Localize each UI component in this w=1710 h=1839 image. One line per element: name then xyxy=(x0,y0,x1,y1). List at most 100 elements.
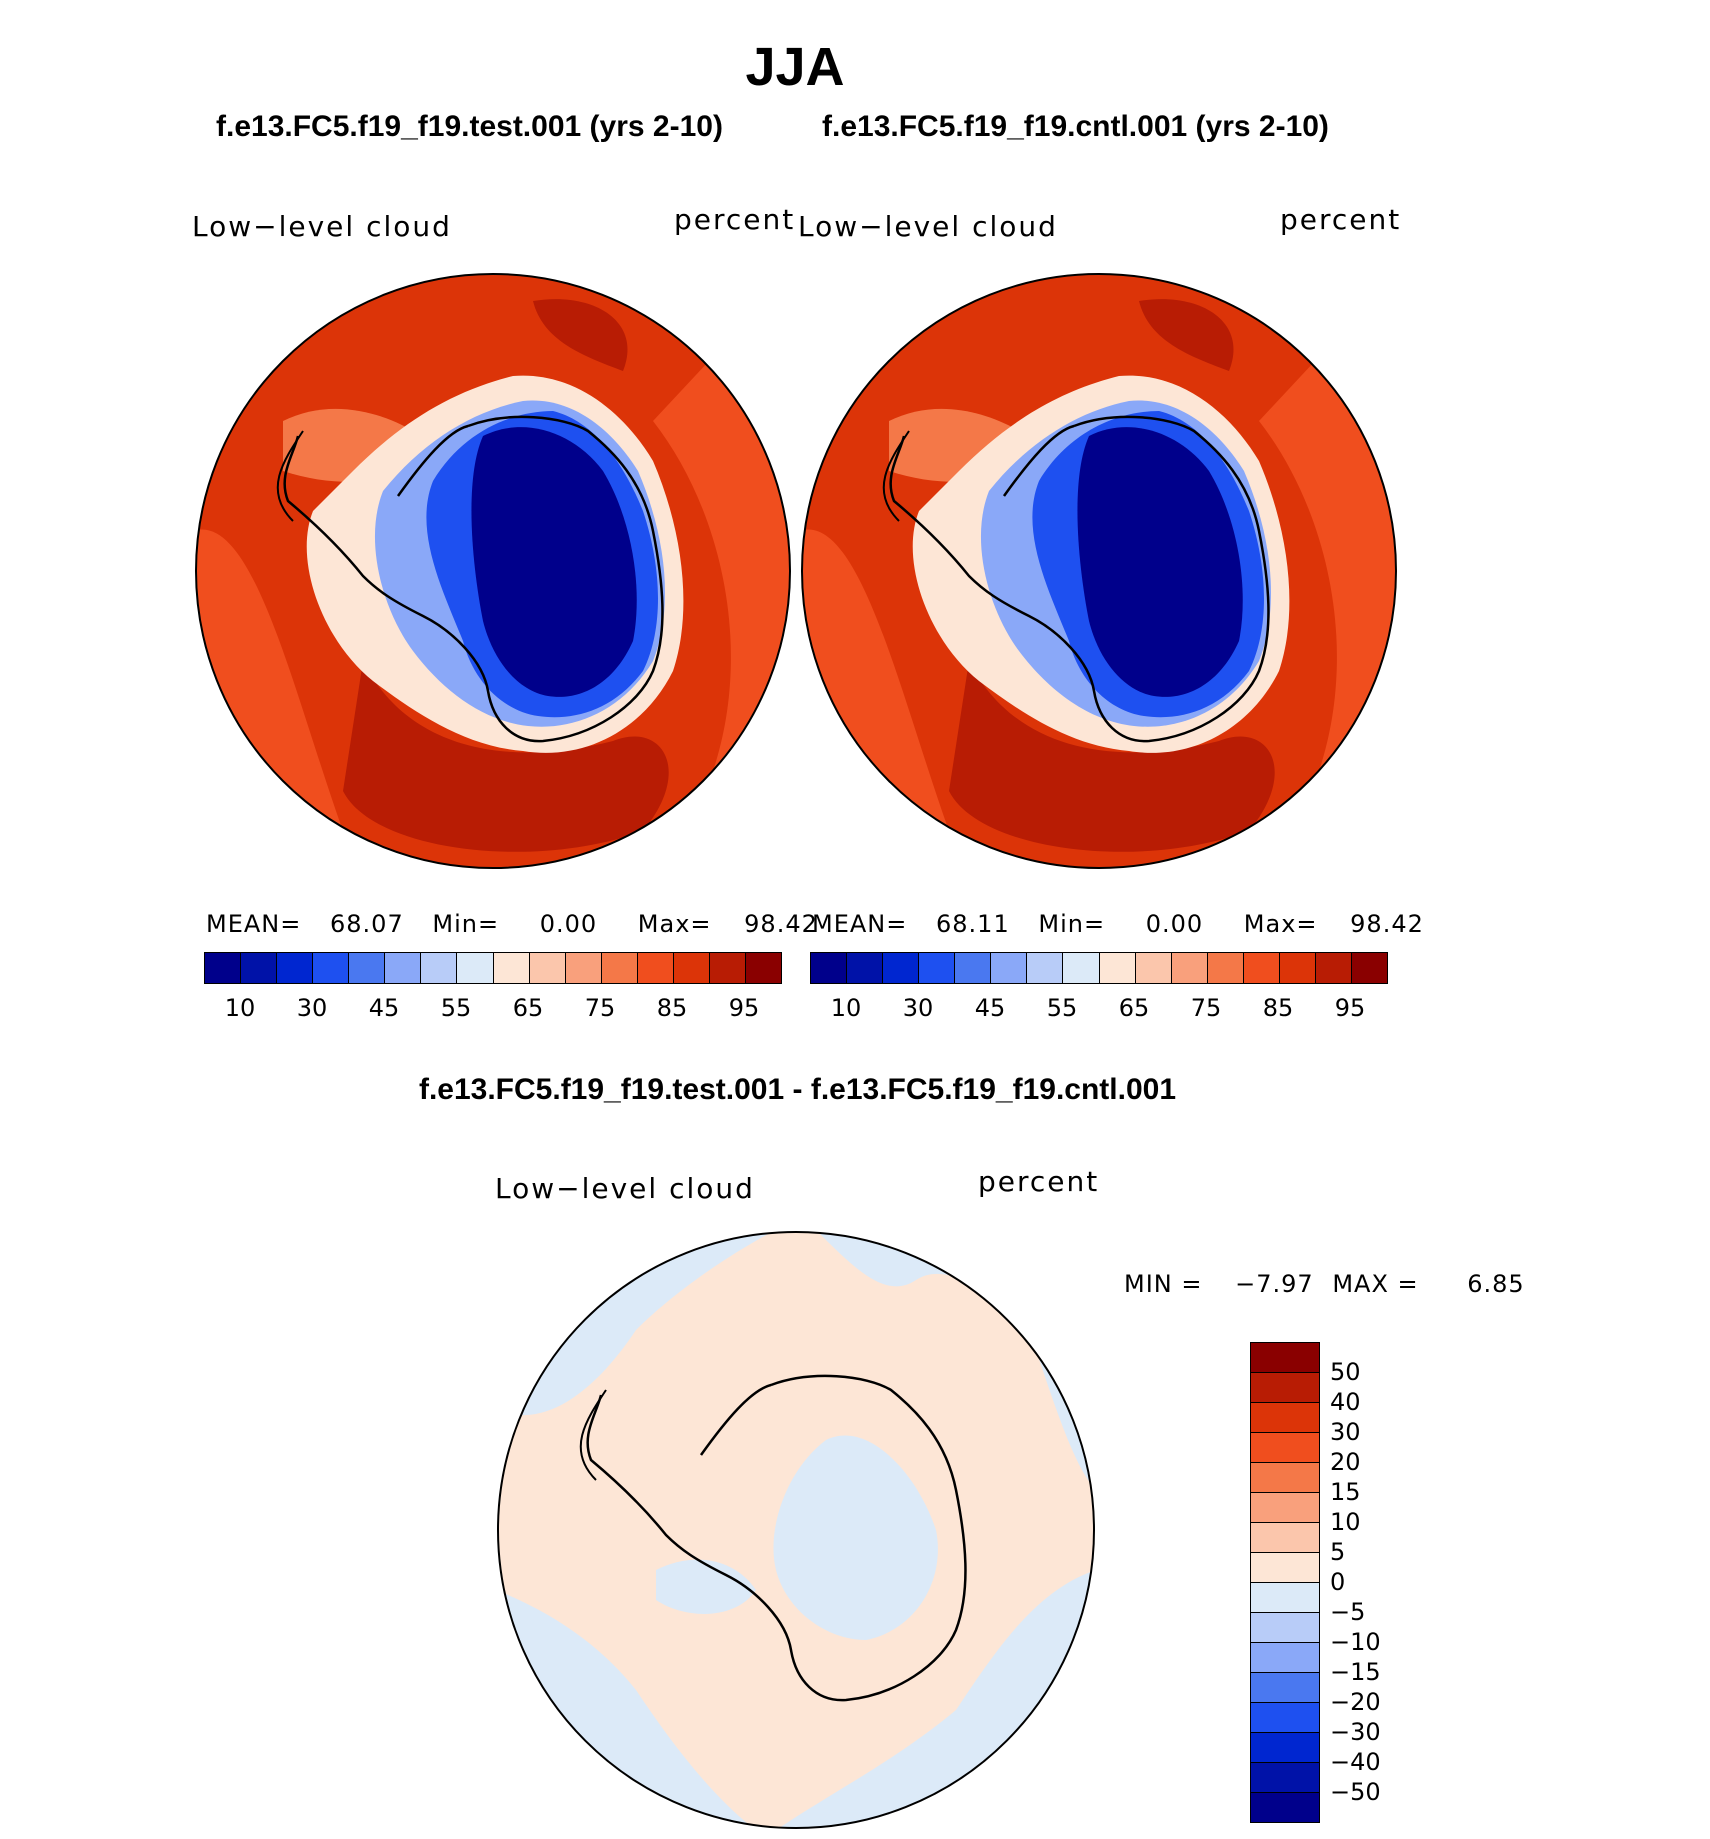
panel2-map-border xyxy=(801,273,1397,869)
colorbar-swatch xyxy=(1251,1343,1319,1373)
colorbar-swatch xyxy=(1171,953,1208,983)
diff-map-border xyxy=(497,1231,1095,1829)
colorbar-swatch xyxy=(1063,953,1100,983)
colorbar-tick-label: 95 xyxy=(1334,994,1366,1022)
colorbar-swatch xyxy=(637,953,674,983)
colorbar-swatch xyxy=(1251,1793,1319,1822)
colorbar-tick-label: 95 xyxy=(728,994,760,1022)
colorbar-tick-label: 15 xyxy=(1330,1478,1361,1506)
colorbar-tick-label: 85 xyxy=(656,994,688,1022)
panel1-map-border xyxy=(195,273,791,869)
colorbar-swatch xyxy=(241,953,278,983)
ocean-dark-band-south xyxy=(343,661,669,852)
colorbar-swatch xyxy=(1251,1493,1319,1523)
colorbar-swatch xyxy=(883,953,920,983)
panel1-mean-label: MEAN= xyxy=(206,910,302,938)
colorbar-tick-label: −40 xyxy=(1330,1748,1381,1776)
colorbar-swatch xyxy=(205,953,242,983)
colorbar-swatch xyxy=(1099,953,1136,983)
diff-negative-interior xyxy=(773,1435,938,1640)
colorbar-swatch xyxy=(1251,1673,1319,1703)
colorbar-swatch xyxy=(919,953,956,983)
colorbar-swatch xyxy=(1027,953,1064,983)
colorbar-tick-label: 55 xyxy=(1046,994,1078,1022)
diff-antarctica-coastline xyxy=(586,1374,967,1702)
colorbar-tick-label: −50 xyxy=(1330,1778,1381,1806)
colorbar-tick-label: 45 xyxy=(368,994,400,1022)
colorbar-tick-label: 50 xyxy=(1330,1358,1361,1386)
panel1-min-label: Min= xyxy=(432,910,500,938)
panel2-mean-label: MEAN= xyxy=(812,910,908,938)
colorbar-tick-label: −30 xyxy=(1330,1718,1381,1746)
panel1-min-value: 0.00 xyxy=(539,910,598,938)
colorbar-swatch xyxy=(385,953,422,983)
colorbar-swatch xyxy=(1251,1763,1319,1793)
colorbar-swatch xyxy=(1251,1733,1319,1763)
panel-title-cntl: f.e13.FC5.f19_f19.cntl.001 (yrs 2-10) xyxy=(822,110,1329,143)
colorbar-tick-label: 55 xyxy=(440,994,472,1022)
colorbar-swatch xyxy=(955,953,992,983)
diff-colorbar xyxy=(1250,1342,1320,1823)
colorbar-swatch xyxy=(991,953,1028,983)
diff-min-label: MIN = xyxy=(1124,1270,1203,1298)
colorbar-swatch xyxy=(565,953,602,983)
ocean-dark-north xyxy=(533,299,628,371)
panel2-mean-value: 68.11 xyxy=(936,910,1010,938)
colorbar-swatch xyxy=(1251,1703,1319,1733)
diff-variable-label: Low−level cloud xyxy=(495,1172,755,1205)
diff-min-value: −7.97 xyxy=(1235,1270,1314,1298)
colorbar-swatch xyxy=(811,953,848,983)
colorbar-tick-label: 40 xyxy=(1330,1388,1361,1416)
diff-max-label: MAX = xyxy=(1332,1270,1419,1298)
colorbar-swatch xyxy=(1251,1523,1319,1553)
colorbar-tick-label: 30 xyxy=(902,994,934,1022)
colorbar-tick-label: 65 xyxy=(512,994,544,1022)
panel2-max-value: 98.42 xyxy=(1350,910,1424,938)
panel1-max-value: 98.42 xyxy=(744,910,818,938)
colorbar-tick-label: 75 xyxy=(1190,994,1222,1022)
colorbar-swatch xyxy=(277,953,314,983)
panel2-units-label: percent xyxy=(1280,203,1402,236)
colorbar-swatch xyxy=(457,953,494,983)
colorbar-tick-label: 5 xyxy=(1330,1538,1346,1566)
colorbar-tick-label: −5 xyxy=(1330,1598,1366,1626)
colorbar-swatch xyxy=(1251,1613,1319,1643)
diff-max-value: 6.85 xyxy=(1467,1270,1525,1298)
panel2-min-label: Min= xyxy=(1038,910,1106,938)
panel2-variable-label: Low−level cloud xyxy=(798,210,1058,243)
ice-deep-core xyxy=(471,427,637,697)
colorbar-swatch xyxy=(1251,1583,1319,1613)
diff-stats: MIN = −7.97 MAX = 6.85 xyxy=(1124,1270,1525,1298)
colorbar-tick-label: 10 xyxy=(1330,1508,1361,1536)
colorbar-tick-label: 30 xyxy=(296,994,328,1022)
colorbar-swatch xyxy=(529,953,566,983)
panel2-stats: MEAN= 68.11 Min= 0.00 Max= 98.42 xyxy=(812,910,1424,938)
diff-title: f.e13.FC5.f19_f19.test.001 - f.e13.FC5.f… xyxy=(418,1073,1177,1106)
diff-units-label: percent xyxy=(978,1165,1100,1198)
diff-peninsula-coastline xyxy=(579,1389,607,1481)
colorbar-swatch xyxy=(1251,1433,1319,1463)
colorbar-swatch xyxy=(421,953,458,983)
antarctica-coastline xyxy=(283,415,664,743)
colorbar-tick-label: −20 xyxy=(1330,1688,1381,1716)
colorbar-swatch xyxy=(601,953,638,983)
colorbar-tick-label: 85 xyxy=(1262,994,1294,1022)
colorbar-tick-label: 45 xyxy=(974,994,1006,1022)
colorbar-swatch xyxy=(349,953,386,983)
colorbar-swatch xyxy=(1135,953,1172,983)
colorbar-tick-label: 0 xyxy=(1330,1568,1346,1596)
colorbar-swatch xyxy=(1315,953,1352,983)
panel2-max-label: Max= xyxy=(1243,910,1318,938)
panel1-colorbar xyxy=(204,952,782,984)
colorbar-swatch xyxy=(313,953,350,983)
peninsula-coastline xyxy=(276,430,304,522)
diff-negative-ross xyxy=(656,1559,756,1614)
panel2-colorbar xyxy=(810,952,1388,984)
colorbar-tick-label: −15 xyxy=(1330,1658,1381,1686)
colorbar-swatch xyxy=(1251,1643,1319,1673)
colorbar-swatch xyxy=(709,953,746,983)
diff-map xyxy=(498,1232,1094,1828)
colorbar-swatch xyxy=(493,953,530,983)
panel1-max-label: Max= xyxy=(637,910,712,938)
panel-title-test: f.e13.FC5.f19_f19.test.001 (yrs 2-10) xyxy=(216,110,723,143)
